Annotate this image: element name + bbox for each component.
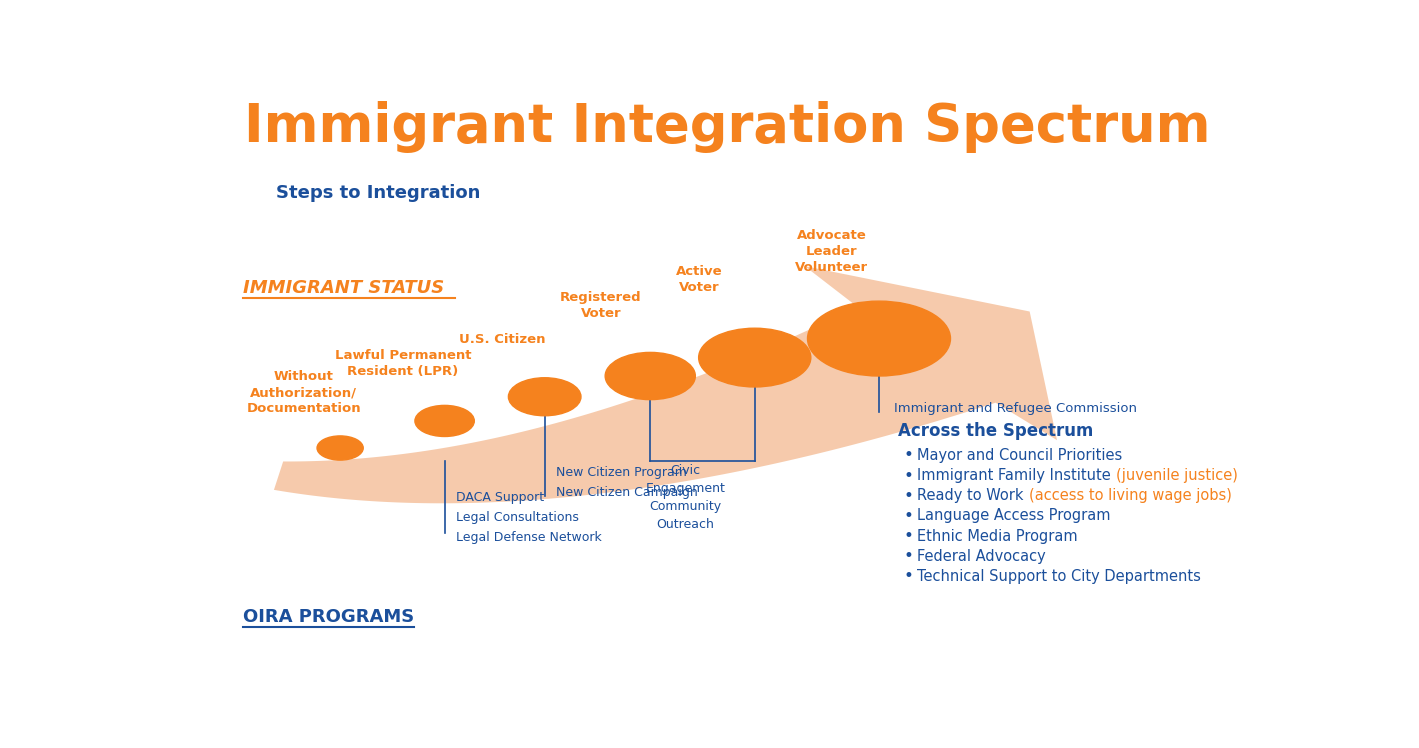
Circle shape	[316, 436, 363, 460]
Text: Advocate
Leader
Volunteer: Advocate Leader Volunteer	[795, 229, 868, 274]
Text: Ready to Work: Ready to Work	[918, 488, 1029, 503]
Text: Immigrant Integration Spectrum: Immigrant Integration Spectrum	[244, 101, 1210, 153]
Text: Technical Support to City Departments: Technical Support to City Departments	[918, 569, 1202, 584]
Text: (access to living wage jobs): (access to living wage jobs)	[1029, 488, 1232, 503]
Text: Registered
Voter: Registered Voter	[561, 291, 641, 320]
Text: •: •	[904, 568, 912, 586]
Text: •: •	[904, 467, 912, 485]
Circle shape	[604, 352, 695, 399]
Polygon shape	[274, 266, 1057, 503]
Text: Language Access Program: Language Access Program	[918, 509, 1111, 524]
Circle shape	[698, 328, 810, 387]
Text: Steps to Integration: Steps to Integration	[277, 185, 481, 203]
Text: Without
Authorization/
Documentation: Without Authorization/ Documentation	[247, 370, 362, 415]
Text: Across the Spectrum: Across the Spectrum	[898, 422, 1093, 440]
Text: (juvenile justice): (juvenile justice)	[1115, 468, 1237, 483]
Text: OIRA PROGRAMS: OIRA PROGRAMS	[244, 608, 414, 626]
Text: •: •	[904, 507, 912, 525]
Text: •: •	[904, 527, 912, 545]
Text: Immigrant Family Institute: Immigrant Family Institute	[918, 468, 1115, 483]
Text: •: •	[904, 447, 912, 465]
Circle shape	[807, 301, 951, 376]
Text: Immigrant and Refugee Commission: Immigrant and Refugee Commission	[894, 402, 1138, 414]
Text: Mayor and Council Priorities: Mayor and Council Priorities	[918, 448, 1122, 463]
Text: Active
Voter: Active Voter	[677, 266, 724, 294]
Text: Lawful Permanent
Resident (LPR): Lawful Permanent Resident (LPR)	[335, 349, 471, 378]
Circle shape	[414, 405, 474, 437]
Text: •: •	[904, 487, 912, 505]
Text: U.S. Citizen: U.S. Citizen	[458, 333, 545, 346]
Text: Federal Advocacy: Federal Advocacy	[918, 549, 1046, 564]
Text: IMMIGRANT STATUS: IMMIGRANT STATUS	[244, 280, 444, 298]
Text: Civic
Engagement
Community
Outreach: Civic Engagement Community Outreach	[646, 464, 725, 531]
Circle shape	[508, 378, 580, 416]
Text: •: •	[904, 548, 912, 565]
Text: New Citizen Program
New Citizen Campaign: New Citizen Program New Citizen Campaign	[556, 466, 697, 499]
Text: DACA Support
Legal Consultations
Legal Defense Network: DACA Support Legal Consultations Legal D…	[455, 491, 602, 544]
Text: Ethnic Media Program: Ethnic Media Program	[918, 529, 1078, 544]
